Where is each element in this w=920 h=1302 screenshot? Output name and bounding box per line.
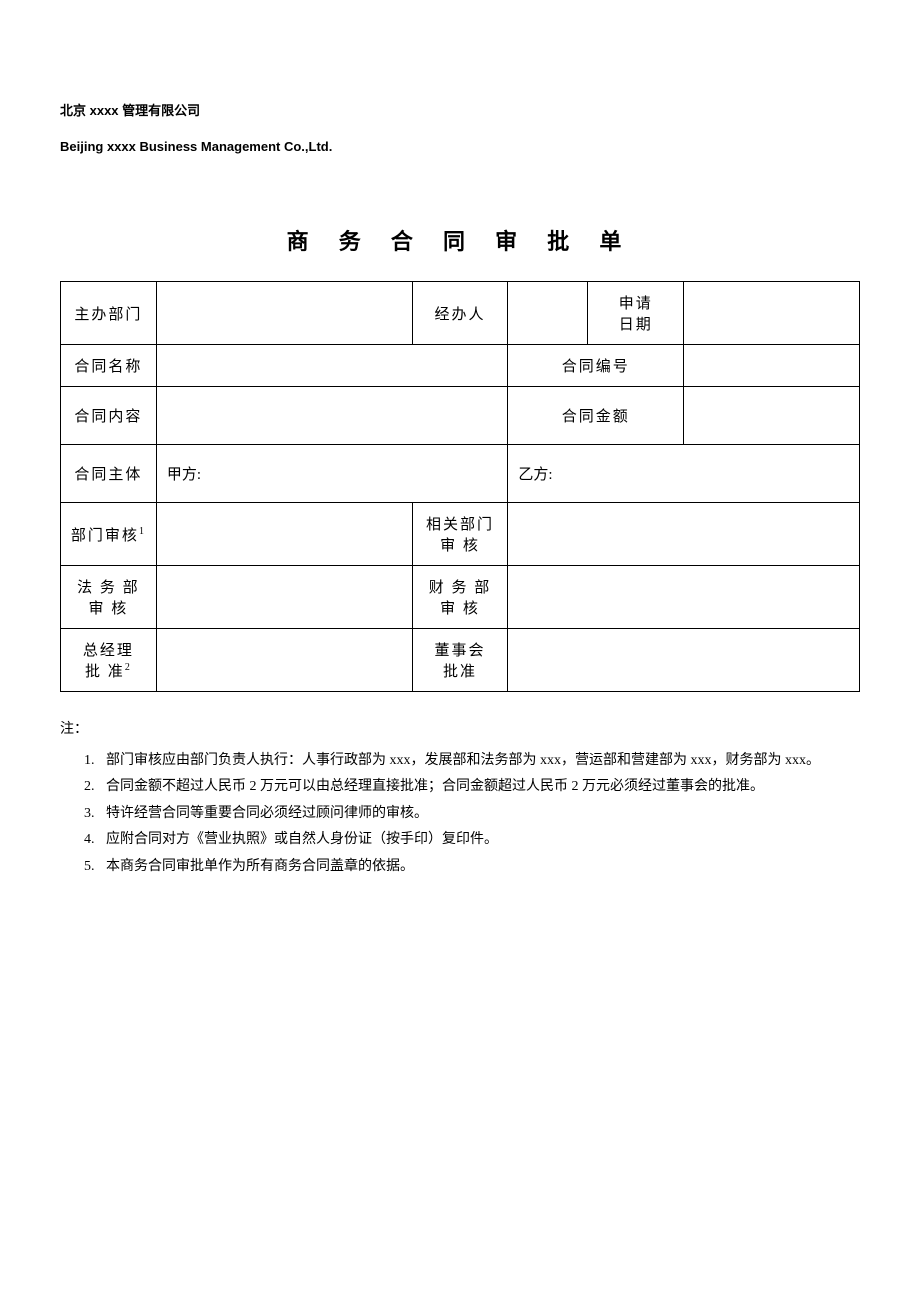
company-name-cn: 北京 xxxx 管理有限公司 (60, 100, 860, 119)
note-text-2: 合同金额不超过人民币 2 万元可以由总经理直接批准；合同金额超过人民币 2 万元… (106, 779, 764, 794)
label-gm-l2: 批 准 (85, 664, 125, 680)
label-dept-review: 部门审核1 (61, 503, 157, 566)
value-party-a[interactable]: 甲方: (156, 445, 508, 503)
value-contract-name[interactable] (156, 345, 508, 387)
note-num-2: 2. (84, 774, 95, 801)
value-dept-review[interactable] (156, 503, 412, 566)
label-finance-review: 财 务 部 审 核 (412, 566, 508, 629)
value-handler[interactable] (508, 282, 588, 345)
label-gm-l2-wrap: 批 准2 (69, 660, 148, 681)
notes-title: 注： (60, 717, 860, 744)
note-item-2: 2.合同金额不超过人民币 2 万元可以由总经理直接批准；合同金额超过人民币 2 … (88, 774, 860, 801)
label-gm-l1: 总经理 (69, 639, 148, 660)
company-name-en: Beijing xxxx Business Management Co.,Ltd… (60, 139, 860, 154)
value-legal-review[interactable] (156, 566, 412, 629)
notes-section: 注： 1. 部门审核应由部门负责人执行：人事行政部为 xxx，发展部和法务部为 x… (60, 717, 860, 881)
row-dept-review: 部门审核1 相关部门 审 核 (61, 503, 860, 566)
note-item-3: 3.特许经营合同等重要合同必须经过顾问律师的审核。 (88, 801, 860, 828)
value-board-approve[interactable] (508, 629, 860, 692)
label-contract-amount: 合同金额 (508, 387, 684, 445)
row-gm-board: 总经理 批 准2 董事会 批准 (61, 629, 860, 692)
label-legal-l2: 审 核 (69, 597, 148, 618)
value-contract-amount[interactable] (684, 387, 860, 445)
label-apply-date-l2: 日期 (596, 313, 675, 334)
label-parties: 合同主体 (61, 445, 157, 503)
label-related-review-l2: 审 核 (421, 534, 500, 555)
row-contract-name: 合同名称 合同编号 (61, 345, 860, 387)
note-text-4: 应附合同对方《营业执照》或自然人身份证（按手印）复印件。 (106, 832, 498, 847)
note-num-5: 5. (84, 854, 95, 881)
label-board-l2: 批准 (421, 660, 500, 681)
label-apply-date: 申请 日期 (588, 282, 684, 345)
label-contract-name: 合同名称 (61, 345, 157, 387)
row-contract-content: 合同内容 合同金额 (61, 387, 860, 445)
value-gm-approve[interactable] (156, 629, 412, 692)
footnote-1: 1 (139, 526, 146, 537)
label-legal-l1: 法 务 部 (69, 576, 148, 597)
label-finance-l2: 审 核 (421, 597, 500, 618)
label-apply-date-l1: 申请 (596, 292, 675, 313)
value-apply-date[interactable] (684, 282, 860, 345)
footnote-2: 2 (125, 662, 132, 673)
row-dept: 主办部门 经办人 申请 日期 (61, 282, 860, 345)
label-dept-review-text: 部门审核 (71, 528, 139, 544)
label-finance-l1: 财 务 部 (421, 576, 500, 597)
value-finance-review[interactable] (508, 566, 860, 629)
row-parties: 合同主体 甲方: 乙方: (61, 445, 860, 503)
label-board-approve: 董事会 批准 (412, 629, 508, 692)
note-num-4: 4. (84, 827, 95, 854)
label-board-l1: 董事会 (421, 639, 500, 660)
value-host-dept[interactable] (156, 282, 412, 345)
note-item-1: 1.部门审核应由部门负责人执行：人事行政部为 xxx，发展部和法务部为 xxx，… (88, 748, 860, 775)
value-related-review[interactable] (508, 503, 860, 566)
approval-table: 主办部门 经办人 申请 日期 合同名称 合同编号 合同内容 合同金额 合同主体 … (60, 281, 860, 692)
document-title: 商 务 合 同 审 批 单 (60, 224, 860, 256)
note-text-3: 特许经营合同等重要合同必须经过顾问律师的审核。 (106, 806, 428, 821)
value-contract-content[interactable] (156, 387, 508, 445)
letterhead: 北京 xxxx 管理有限公司 Beijing xxxx Business Man… (60, 100, 860, 154)
note-item-4: 4.应附合同对方《营业执照》或自然人身份证（按手印）复印件。 (88, 827, 860, 854)
note-num-3: 3. (84, 801, 95, 828)
label-legal-review: 法 务 部 审 核 (61, 566, 157, 629)
notes-list: 1. 部门审核应由部门负责人执行：人事行政部为 xxx，发展部和法务部为 xxx，… (60, 748, 860, 881)
note-text-5: 本商务合同审批单作为所有商务合同盖章的依据。 (106, 859, 414, 874)
label-host-dept: 主办部门 (61, 282, 157, 345)
row-legal-finance: 法 务 部 审 核 财 务 部 审 核 (61, 566, 860, 629)
label-related-review-l1: 相关部门 (421, 513, 500, 534)
note-item-5: 5.本商务合同审批单作为所有商务合同盖章的依据。 (88, 854, 860, 881)
label-gm-approve: 总经理 批 准2 (61, 629, 157, 692)
value-contract-number[interactable] (684, 345, 860, 387)
value-party-b[interactable]: 乙方: (508, 445, 860, 503)
label-handler: 经办人 (412, 282, 508, 345)
label-contract-content: 合同内容 (61, 387, 157, 445)
note-text-1: 部门审核应由部门负责人执行：人事行政部为 xxx，发展部和法务部为 xxx，营运… (106, 753, 820, 768)
label-related-review: 相关部门 审 核 (412, 503, 508, 566)
note-num-1: 1. (84, 748, 95, 775)
label-contract-number: 合同编号 (508, 345, 684, 387)
